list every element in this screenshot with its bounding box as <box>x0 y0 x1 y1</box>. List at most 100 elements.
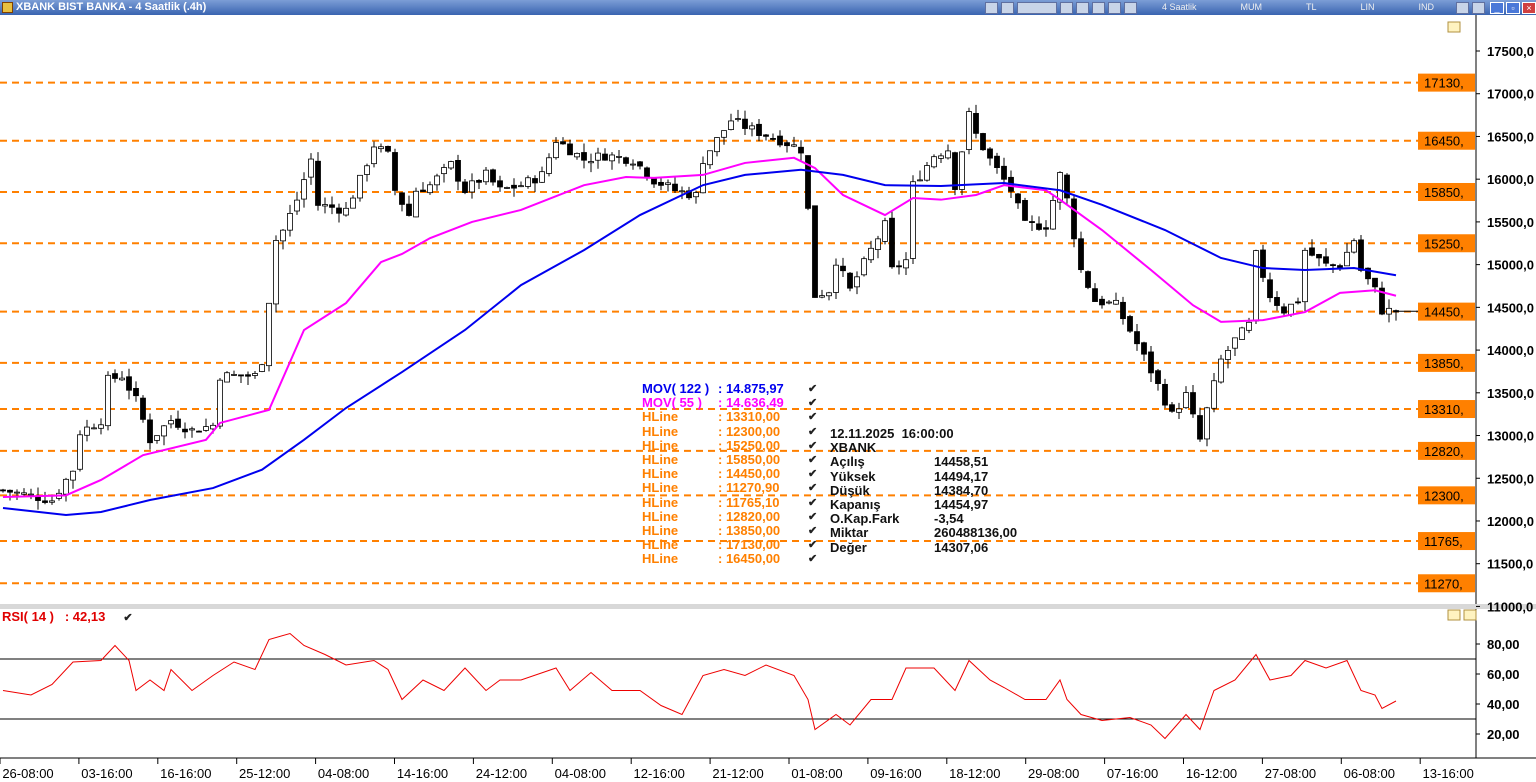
check-icon[interactable]: ✔ <box>808 411 818 424</box>
candle-up <box>504 187 510 189</box>
candle-up <box>1253 250 1259 322</box>
panel-separator <box>0 604 1536 609</box>
candle-up <box>595 152 601 161</box>
hline-price-badge <box>1418 131 1475 150</box>
candle-up <box>301 179 307 200</box>
tools-icon[interactable] <box>1472 1 1485 14</box>
candle-down <box>770 138 776 140</box>
candle-up <box>1050 200 1056 230</box>
candle-up <box>441 167 447 175</box>
candle-up <box>1204 407 1210 440</box>
candle-down <box>1085 271 1091 288</box>
ohlc-info-box: 12.11.2025 16:00:00 XBANK Açılış 14458,51… <box>830 426 1017 555</box>
candle-up <box>105 374 111 427</box>
candle-down <box>1064 174 1070 199</box>
candle-down <box>742 118 748 129</box>
candle-up <box>1057 172 1063 203</box>
scale-selector[interactable]: LIN <box>1360 2 1375 12</box>
check-icon[interactable]: ✔ <box>123 612 133 624</box>
move-icon[interactable] <box>1107 1 1121 14</box>
check-icon[interactable]: ✔ <box>808 383 818 395</box>
candle-up <box>700 163 706 194</box>
time-tick-label: 12-16:00 <box>634 766 685 781</box>
check-icon[interactable]: ✔ <box>808 425 818 438</box>
line-tool-icon[interactable] <box>1123 1 1137 14</box>
hline-price-label: 15250, <box>1424 236 1464 251</box>
candle-up <box>714 137 720 153</box>
check-icon[interactable]: ✔ <box>808 439 818 452</box>
restore-button[interactable]: ▫ <box>1506 1 1520 14</box>
toolbar-icon-1[interactable] <box>984 1 998 14</box>
candle-up <box>616 156 622 158</box>
check-icon[interactable]: ✔ <box>808 482 818 495</box>
legend-hline[interactable]: HLine: 17130,00 ✔ <box>642 538 820 552</box>
candle-down <box>133 387 139 397</box>
candle-up <box>469 180 475 193</box>
candle-up <box>413 190 419 218</box>
candle-down <box>1120 301 1126 320</box>
toolbar-icon-3[interactable] <box>1016 1 1057 14</box>
info-row: Kapanış 14454,97 <box>830 497 989 513</box>
candle-up <box>861 258 867 276</box>
pencil-icon[interactable] <box>1091 1 1105 14</box>
check-icon[interactable]: ✔ <box>808 397 818 410</box>
candle-up <box>679 190 685 193</box>
legend-hline[interactable]: HLine: 13310,00 ✔ <box>642 410 820 424</box>
legend-ma55[interactable]: MOV( 55 ): 14.636,49 ✔ <box>642 396 820 410</box>
legend-hline[interactable]: HLine: 15850,00 ✔ <box>642 452 820 467</box>
chart-icon[interactable] <box>1075 1 1089 14</box>
candle-up <box>525 177 531 187</box>
legend-hline[interactable]: HLine: 13850,00 ✔ <box>642 523 820 538</box>
time-tick-label: 24-12:00 <box>476 766 527 781</box>
check-icon[interactable]: ✔ <box>808 525 818 538</box>
panel-button <box>1447 609 1461 621</box>
rsi-tick-label: 40,00 <box>1487 697 1520 712</box>
time-tick-label: 13-16:00 <box>1423 766 1474 781</box>
candle-up <box>854 276 860 288</box>
legend-hline[interactable]: HLine: 12820,00 ✔ <box>642 509 820 524</box>
hline-price-badge <box>1418 532 1475 551</box>
candle-down <box>560 141 566 145</box>
window-title: XBANK BIST BANKA - 4 Saatlik (.4h) <box>16 1 207 13</box>
check-icon[interactable]: ✔ <box>808 468 818 481</box>
candle-down <box>980 133 986 151</box>
price-tick-label: 12000,0 <box>1487 514 1534 529</box>
legend-hline[interactable]: HLine: 12300,00 ✔ <box>642 424 820 439</box>
legend-hline[interactable]: HLine: 11270,90 ✔ <box>642 481 820 495</box>
candle-down <box>245 374 251 377</box>
calendar-icon[interactable] <box>1059 1 1073 14</box>
check-icon[interactable]: ✔ <box>808 454 818 467</box>
currency-selector[interactable]: TL <box>1305 2 1317 12</box>
candle-down <box>1071 198 1077 240</box>
candle-down <box>1001 165 1007 180</box>
check-icon[interactable]: ✔ <box>808 510 818 523</box>
check-icon[interactable]: ✔ <box>808 553 818 566</box>
candle-down <box>973 113 979 134</box>
legend-hline[interactable]: HLine: 14450,00 ✔ <box>642 467 820 481</box>
candle-up <box>70 470 76 481</box>
legend-ma122[interactable]: MOV( 122 ): 14.875,97 ✔ <box>642 381 820 396</box>
toolbar-icon-2[interactable] <box>1000 1 1014 14</box>
candle-up <box>203 426 209 431</box>
check-icon[interactable]: ✔ <box>808 539 818 552</box>
candle-down <box>994 155 1000 168</box>
hline-price-badge <box>1418 234 1475 253</box>
candle-up <box>49 500 55 503</box>
candle-up <box>721 130 727 138</box>
time-tick-label: 01-08:00 <box>791 766 842 781</box>
rsi-tick-label: 80,00 <box>1487 637 1520 652</box>
rsi-legend[interactable]: RSI( 14 ) : 42,13 ✔ <box>2 609 135 624</box>
legend-hline[interactable]: HLine: 11765,10 ✔ <box>642 495 820 510</box>
indicator-selector[interactable]: IND <box>1418 2 1435 12</box>
candle-up <box>959 151 965 190</box>
arrow-icon[interactable] <box>1456 1 1469 14</box>
minimize-button[interactable]: _ <box>1490 1 1504 14</box>
period-selector[interactable]: 4 Saatlik <box>1161 2 1197 12</box>
chart-type-selector[interactable]: MUM <box>1240 2 1262 12</box>
legend-hline[interactable]: HLine: 16450,00 ✔ <box>642 552 820 566</box>
check-icon[interactable]: ✔ <box>808 496 818 509</box>
candle-up <box>1113 299 1119 305</box>
legend-hline[interactable]: HLine: 15250,00 ✔ <box>642 438 820 453</box>
candle-up <box>1351 240 1357 253</box>
